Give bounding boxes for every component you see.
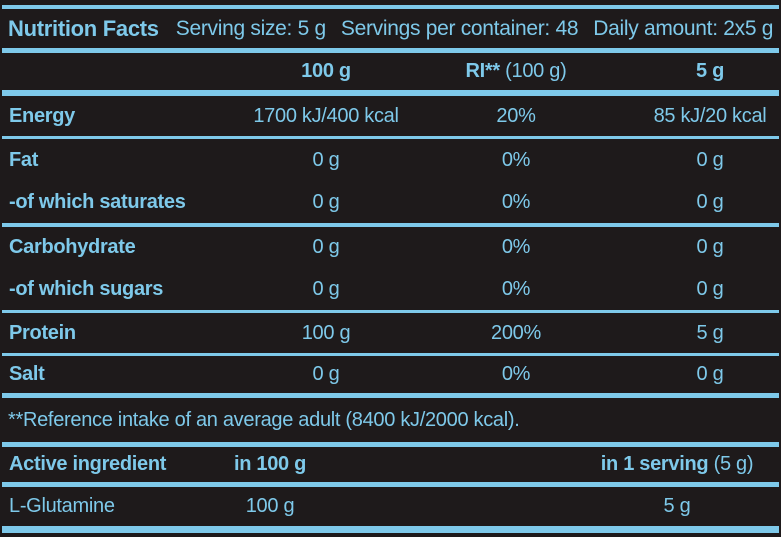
value-ri: 20%: [496, 104, 536, 127]
row-divider: [2, 353, 779, 356]
ri-label: RI**: [465, 60, 501, 82]
value-per-100g: 0 g: [312, 236, 340, 258]
in-serving-unit: (5 g): [713, 453, 754, 475]
value-per-5g: 0 g: [696, 148, 724, 171]
column-header-5g: 5 g: [696, 60, 724, 82]
row-divider: [2, 136, 779, 139]
value-ri: 0%: [501, 363, 531, 385]
row-divider: [2, 310, 779, 313]
row-label: -of which sugars: [9, 277, 164, 300]
in-serving-label: in 1 serving: [600, 453, 709, 475]
value-per-100g: 0 g: [312, 363, 340, 385]
row-label: Carbohydrate: [9, 236, 136, 258]
serving-size-text: Serving size: 5 g: [175, 16, 326, 40]
active-ingredient-header-row: Active ingredient in 100 g in 1 serving …: [0, 447, 781, 482]
row-label: Salt: [9, 363, 45, 385]
row-label: Protein: [9, 321, 76, 344]
table-row-saturates: -of which saturates 0 g 0% 0 g: [0, 181, 781, 223]
ri-unit: (100 g): [505, 60, 567, 82]
active-ingredient-header: Active ingredient: [9, 453, 167, 475]
row-label: -of which saturates: [9, 190, 186, 213]
label-title: Nutrition Facts: [8, 15, 159, 41]
section-divider: [2, 442, 779, 447]
table-row-carbohydrate: Carbohydrate 0 g 0% 0 g: [0, 227, 781, 268]
column-header-ri: RI** (100 g): [430, 60, 602, 83]
value-ri: 0%: [501, 190, 531, 213]
table-row-energy: Energy 1700 kJ/400 kcal 20% 85 kJ/20 kca…: [0, 96, 781, 136]
value-per-5g: 0 g: [696, 236, 724, 258]
value-per-5g: 0 g: [696, 190, 724, 213]
in-serving-header: in 1 serving (5 g): [400, 453, 781, 476]
daily-amount-text: Daily amount: 2x5 g: [593, 16, 774, 40]
top-divider: [2, 5, 779, 9]
value-per-5g: 5 g: [696, 321, 724, 344]
ingredient-name: L-Glutamine: [9, 495, 115, 517]
value-per-100g: 1700 kJ/400 kcal: [253, 104, 399, 127]
ingredient-per-100g: 100 g: [245, 495, 295, 517]
ingredient-per-serving: 5 g: [663, 495, 691, 517]
servings-per-container-text: Servings per container: 48: [340, 16, 579, 40]
column-header-divider: [2, 90, 779, 96]
section-divider: [2, 393, 779, 398]
value-ri: 200%: [491, 321, 541, 344]
in-100g-header: in 100 g: [233, 453, 307, 475]
table-row-sugars: -of which sugars 0 g 0% 0 g: [0, 268, 781, 310]
value-per-5g: 0 g: [696, 363, 724, 385]
column-header-100g: 100 g: [301, 60, 351, 82]
active-ingredient-divider: [2, 482, 779, 487]
row-label: Fat: [9, 148, 39, 171]
row-divider: [2, 223, 779, 227]
table-row-l-glutamine: L-Glutamine 100 g 5 g: [0, 487, 781, 526]
value-ri: 0%: [501, 236, 531, 258]
reference-intake-footnote: **Reference intake of an average adult (…: [8, 408, 520, 431]
row-label: Energy: [9, 104, 76, 127]
value-per-100g: 0 g: [312, 148, 340, 171]
header-row: Nutrition Facts Serving size: 5 g Servin…: [0, 9, 781, 48]
value-per-100g: 0 g: [312, 277, 340, 300]
value-per-5g: 85 kJ/20 kcal: [653, 104, 767, 127]
header-divider: [2, 48, 779, 53]
column-header-row: 100 g RI** (100 g) 5 g: [0, 53, 781, 90]
value-ri: 0%: [501, 277, 531, 300]
table-row-salt: Salt 0 g 0% 0 g: [0, 356, 781, 393]
value-per-100g: 100 g: [301, 321, 351, 344]
value-per-5g: 0 g: [696, 277, 724, 300]
value-per-100g: 0 g: [312, 190, 340, 213]
table-row-fat: Fat 0 g 0% 0 g: [0, 139, 781, 181]
table-row-protein: Protein 100 g 200% 5 g: [0, 313, 781, 353]
value-ri: 0%: [501, 148, 531, 171]
bottom-divider: [2, 526, 779, 533]
